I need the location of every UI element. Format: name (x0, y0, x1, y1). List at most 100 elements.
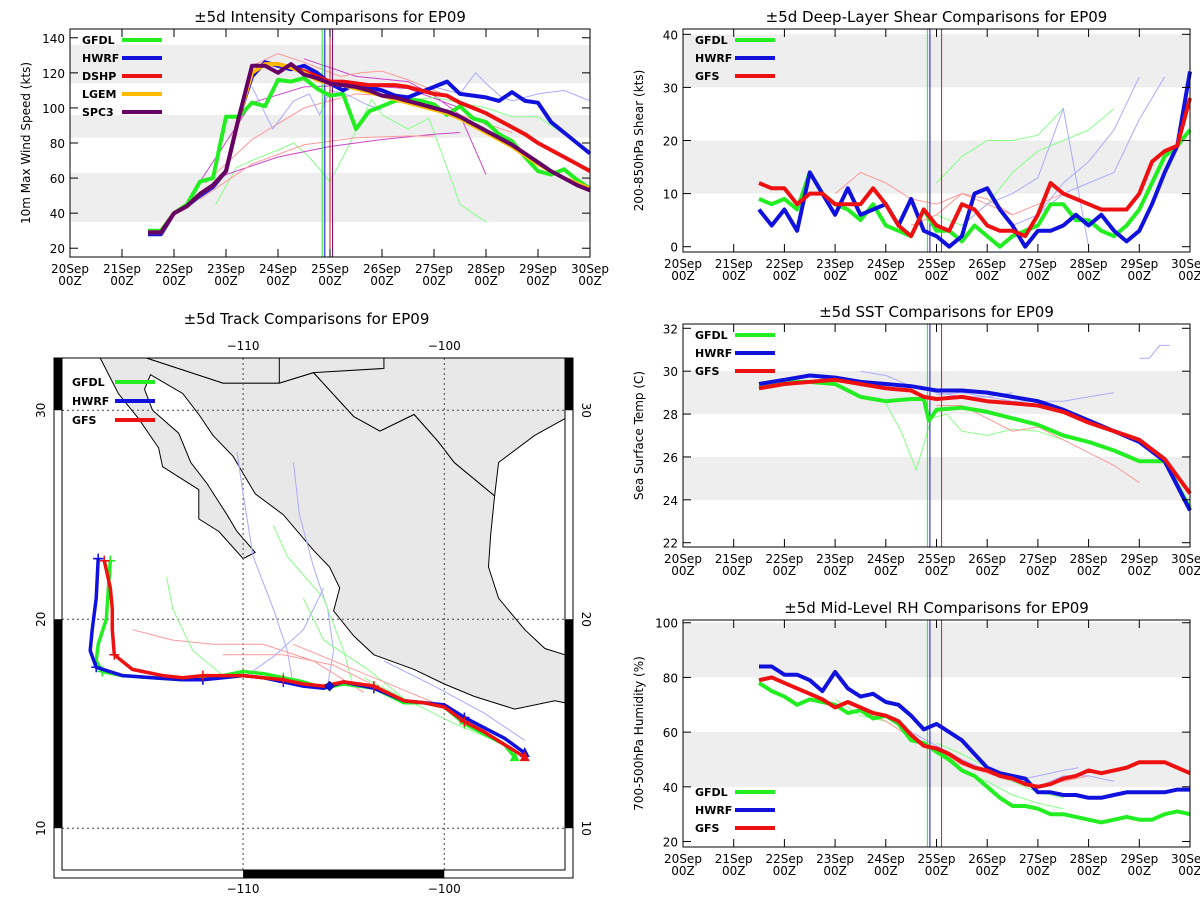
x-tick-label: 00Z (1128, 864, 1152, 878)
rh-chart: 2040608010020Sep00Z21Sep00Z22Sep00Z23Sep… (632, 599, 1200, 878)
x-tick-label: 28Sep (1070, 257, 1108, 271)
x-tick-label: 00Z (975, 269, 999, 283)
legend-label: HWRF (695, 804, 732, 817)
chart-title: ±5d Intensity Comparisons for EP09 (194, 8, 466, 26)
guidance-track (223, 654, 385, 691)
x-tick-label: 27Sep (1019, 852, 1057, 866)
y-tick-label: 20 (663, 135, 678, 149)
x-tick-label: 00Z (1077, 864, 1101, 878)
y-tick-label: 100 (655, 617, 678, 631)
guidance-line (251, 86, 383, 130)
track-map: −110 −110 −100 −100 10 10 20 20 30 30 ±5d Track Co… (34, 310, 593, 896)
x-tick-label: 00Z (1026, 564, 1050, 578)
x-tick-label: 00Z (1077, 269, 1101, 283)
x-tick-label: 00Z (671, 564, 695, 578)
y-tick-label: 60 (50, 172, 65, 186)
x-tick-label: 00Z (925, 864, 949, 878)
y-tick-label: 40 (663, 28, 678, 42)
x-tick-label: 00Z (1178, 864, 1200, 878)
x-tick-label: 30Sep (571, 262, 609, 276)
track-start-gfs (519, 751, 530, 762)
y-tick-label: 60 (663, 726, 678, 740)
y-tick-label: 28 (663, 408, 678, 422)
x-tick-label: 22Sep (765, 257, 803, 271)
x-tick-label: 25Sep (918, 257, 956, 271)
x-tick-label: 00Z (773, 269, 797, 283)
series-line-gfs (758, 377, 1192, 495)
y-tick-label: 20 (50, 242, 65, 256)
x-tick-label: 00Z (925, 269, 949, 283)
track-marker-gfs (109, 649, 120, 660)
y-tick-label: 100 (42, 102, 65, 116)
x-tick-label: 00Z (722, 564, 746, 578)
guidance-track (132, 629, 365, 693)
x-tick-label: 00Z (1128, 564, 1152, 578)
x-tick-label: 00Z (773, 864, 797, 878)
legend-label: GFDL (72, 376, 105, 389)
x-tick-label: 00Z (925, 564, 949, 578)
x-tick-label: 27Sep (1019, 552, 1057, 566)
y-axis-label: 700-500hPa Humidity (%) (632, 656, 646, 811)
land-usa (62, 357, 566, 497)
legend-label: HWRF (82, 52, 119, 65)
x-tick-label: 00Z (110, 274, 134, 288)
legend-label: HWRF (72, 395, 109, 408)
x-tick-label: 30Sep (1171, 852, 1200, 866)
x-tick-label: 00Z (722, 269, 746, 283)
x-tick-label: 22Sep (155, 262, 193, 276)
lat-tick-label: 10 (579, 821, 593, 836)
y-tick-label: 10 (663, 188, 678, 202)
guidance-line (961, 106, 1090, 247)
lat-tick-label: 10 (34, 821, 48, 836)
legend-label: SPC3 (82, 106, 114, 119)
x-tick-label: 00Z (370, 274, 394, 288)
series-line-gfdl (758, 379, 1192, 510)
guidance-line (251, 53, 461, 102)
shade-band (683, 456, 1190, 500)
x-tick-label: 24Sep (867, 257, 905, 271)
x-tick-label: 26Sep (968, 852, 1006, 866)
x-tick-label: 24Sep (867, 852, 905, 866)
series-line-hwrf (759, 664, 1190, 800)
guidance-line (936, 392, 1115, 402)
x-tick-label: 00Z (671, 864, 695, 878)
series-line-hwrf (757, 71, 1192, 249)
x-tick-label: 00Z (722, 864, 746, 878)
intensity-chart: 2040608010012014020Sep00Z21Sep00Z22Sep00… (19, 8, 609, 288)
x-tick-label: 00Z (318, 274, 342, 288)
guidance-track (272, 524, 355, 689)
x-tick-label: 00Z (162, 274, 186, 288)
lon-tick-label: −110 (227, 882, 260, 896)
guidance-line (910, 193, 1064, 226)
lon-tick-label: −100 (428, 339, 461, 353)
guidance-line (860, 370, 1013, 398)
lat-tick-label: 30 (579, 403, 593, 418)
legend-label: GFDL (695, 786, 728, 799)
frame-bar (565, 358, 573, 411)
x-tick-label: 00Z (975, 864, 999, 878)
x-tick-label: 00Z (1128, 269, 1152, 283)
x-tick-label: 00Z (1178, 564, 1200, 578)
y-tick-label: 30 (663, 81, 678, 95)
x-tick-label: 23Sep (816, 852, 854, 866)
x-tick-label: 26Sep (363, 262, 401, 276)
x-tick-label: 00Z (1026, 269, 1050, 283)
guidance-line (1037, 76, 1140, 216)
shade-band (683, 140, 1190, 194)
x-tick-label: 29Sep (1120, 852, 1158, 866)
x-tick-label: 26Sep (968, 552, 1006, 566)
legend-label: GFS (695, 365, 720, 378)
lat-tick-label: 30 (34, 403, 48, 418)
legend-label: HWRF (695, 52, 732, 65)
guidance-line (204, 93, 513, 184)
guidance-track (166, 577, 224, 676)
x-tick-label: 20Sep (664, 552, 702, 566)
x-tick-label: 28Sep (1070, 552, 1108, 566)
x-tick-label: 20Sep (664, 852, 702, 866)
y-tick-label: 26 (663, 451, 678, 465)
x-tick-label: 25Sep (918, 852, 956, 866)
x-tick-label: 27Sep (1019, 257, 1057, 271)
x-tick-label: 00Z (823, 269, 847, 283)
x-tick-label: 00Z (671, 269, 695, 283)
x-tick-label: 20Sep (664, 257, 702, 271)
